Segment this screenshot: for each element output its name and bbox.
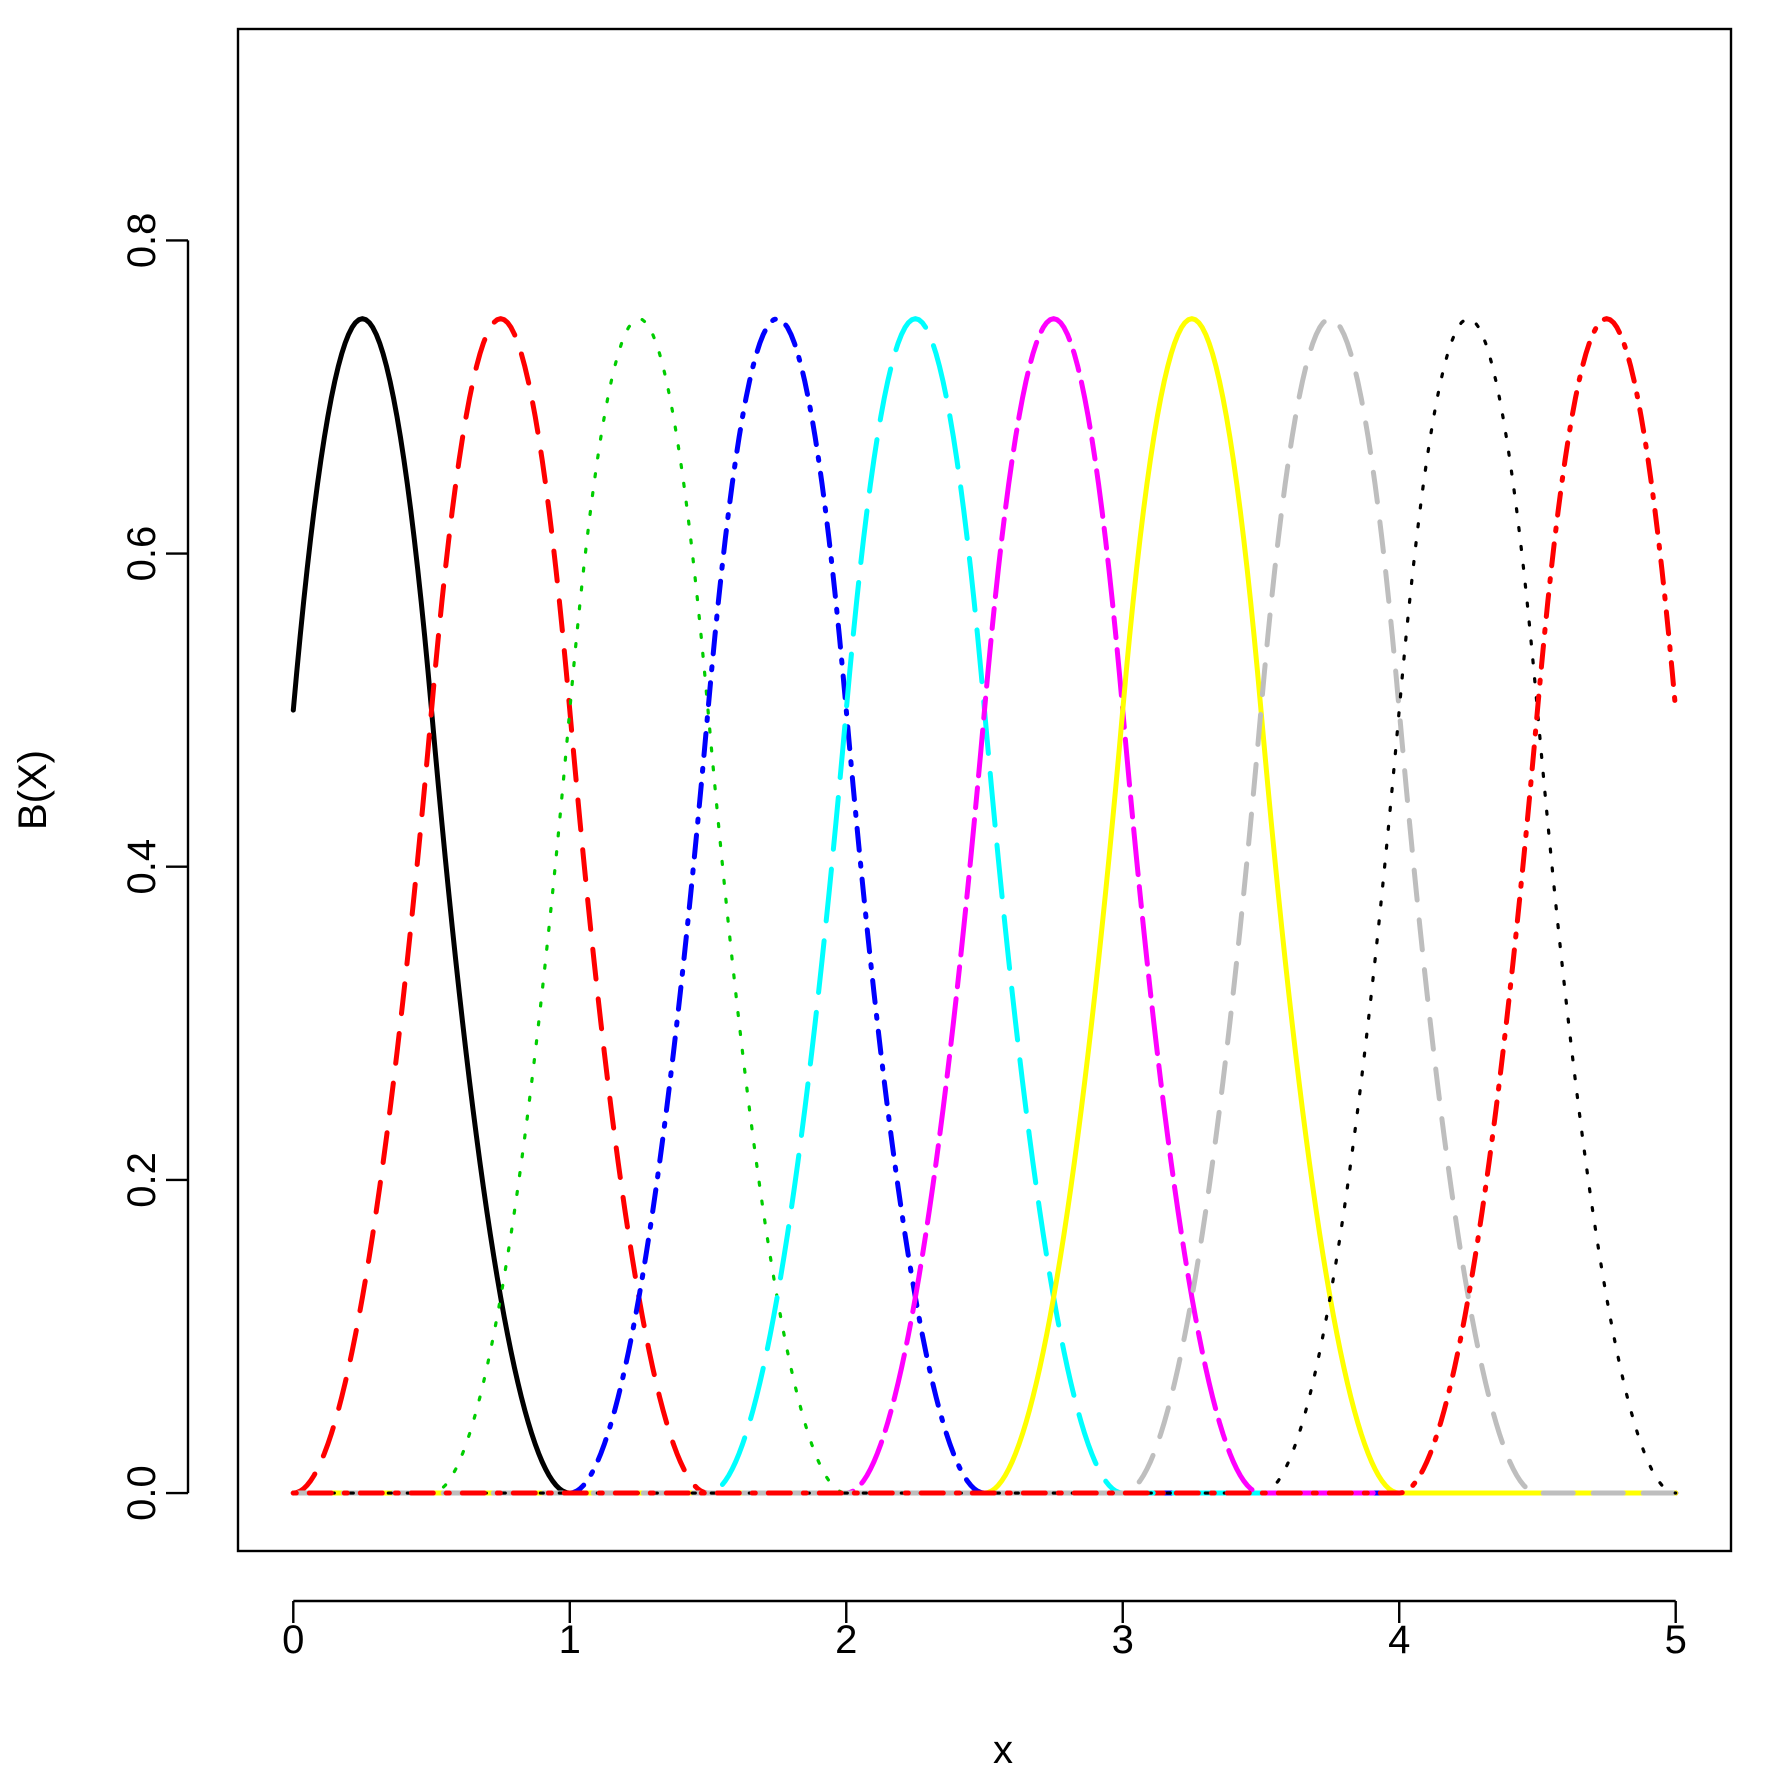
y-tick-label: 0.8 bbox=[120, 213, 164, 269]
y-tick-label: 0.6 bbox=[120, 526, 164, 582]
x-tick-label: 0 bbox=[282, 1618, 304, 1662]
curves-layer bbox=[290, 316, 1679, 1496]
x-tick-label: 1 bbox=[559, 1618, 581, 1662]
x-tick-label: 5 bbox=[1665, 1618, 1687, 1662]
y-tick-label: 0.0 bbox=[120, 1465, 164, 1521]
x-axis: 0 1 2 3 4 5 bbox=[282, 1599, 1687, 1662]
x-tick-label: 2 bbox=[835, 1618, 857, 1662]
y-axis-label: B(X) bbox=[11, 750, 55, 830]
y-tick-label: 0.4 bbox=[120, 839, 164, 895]
plot-frame bbox=[236, 27, 1733, 1553]
x-axis-label: x bbox=[993, 1728, 1013, 1772]
basis-curve-10 bbox=[290, 316, 1679, 1496]
y-tick-label: 0.2 bbox=[120, 1152, 164, 1208]
y-axis: 0.0 0.2 0.4 0.6 0.8 bbox=[120, 213, 190, 1521]
x-tick-label: 3 bbox=[1112, 1618, 1134, 1662]
x-tick-label: 4 bbox=[1388, 1618, 1410, 1662]
